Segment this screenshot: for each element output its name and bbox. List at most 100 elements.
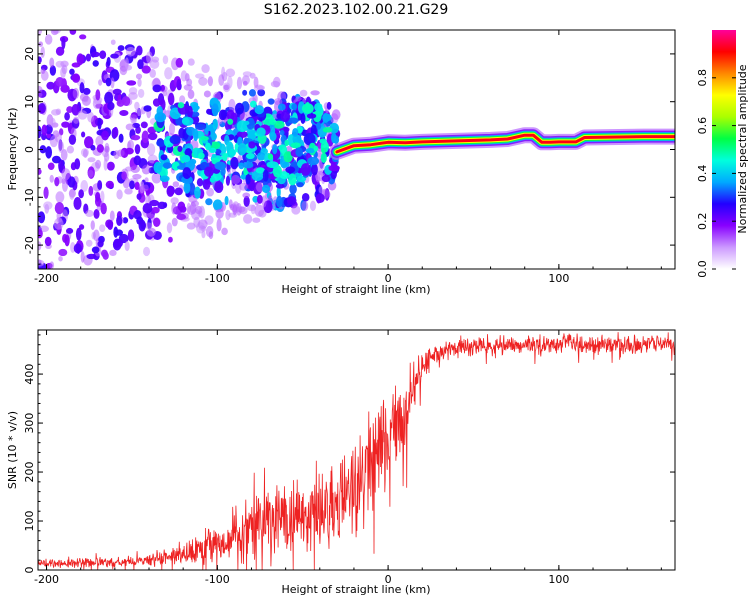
spectrogram-blob bbox=[95, 191, 101, 202]
colorbar-gradient bbox=[712, 30, 736, 269]
colorbar-tick-label: 0.4 bbox=[696, 165, 709, 183]
spectrogram-blob bbox=[192, 103, 199, 113]
spectrogram-blob bbox=[104, 91, 114, 105]
spectrogram-blob bbox=[136, 45, 143, 56]
spectrogram-blob bbox=[61, 178, 68, 192]
spectrogram-blob bbox=[85, 53, 92, 62]
spectrogram-blob bbox=[262, 184, 271, 194]
spectrogram-blob bbox=[316, 121, 322, 130]
spectrogram-blob bbox=[76, 53, 84, 66]
spectrogram-blob bbox=[236, 76, 243, 90]
spectrogram-blob bbox=[286, 196, 297, 206]
spectrogram-blob bbox=[126, 80, 137, 86]
spectrogram-blob bbox=[305, 147, 315, 154]
spectrogram-blob bbox=[320, 152, 327, 164]
spectrogram-blob bbox=[38, 241, 42, 251]
spectrogram-blob bbox=[221, 227, 228, 236]
spectrogram-blob bbox=[101, 130, 109, 141]
spectrogram-blob bbox=[146, 227, 156, 237]
spectrogram-blob bbox=[178, 127, 186, 139]
spectrogram-blob bbox=[205, 198, 213, 206]
spectrogram-blob bbox=[38, 41, 43, 47]
spectrogram-blob bbox=[207, 76, 213, 87]
spectrogram-blob bbox=[246, 204, 257, 212]
spectrogram-blob bbox=[291, 205, 301, 215]
spectrogram-blob bbox=[41, 124, 48, 136]
spectrogram-blob bbox=[72, 87, 80, 99]
spectrogram-blob bbox=[290, 142, 301, 149]
spectrogram-blob bbox=[38, 229, 43, 239]
spectrogram-blob bbox=[166, 222, 173, 234]
spectrogram-blob bbox=[147, 132, 158, 141]
spectrogram-blob bbox=[296, 175, 307, 182]
spectrogram-blob bbox=[167, 92, 175, 106]
spectrogram-blob bbox=[121, 171, 127, 181]
snr-y-tick-label: 100 bbox=[23, 511, 36, 532]
colorbar-label: Normalized spectral amplitude bbox=[736, 64, 749, 233]
spectrogram-blob bbox=[276, 195, 283, 208]
spectrogram-blob bbox=[137, 88, 145, 98]
spectrogram-blob bbox=[242, 80, 248, 86]
spectrogram-blob bbox=[179, 95, 186, 104]
spectrogram-blob bbox=[58, 128, 64, 136]
spectrogram-blob bbox=[110, 53, 119, 59]
spectrogram-blob bbox=[169, 135, 181, 145]
spectrogram-blob bbox=[319, 138, 327, 144]
spectrogram-blob bbox=[53, 218, 64, 230]
spectrogram-blob bbox=[116, 189, 123, 200]
spectrogram-blob bbox=[193, 216, 201, 228]
spectrogram-blob bbox=[55, 108, 62, 115]
spectrogram-blob bbox=[99, 224, 106, 233]
spectrogram-blob bbox=[228, 98, 236, 111]
spectrogram-blob bbox=[228, 148, 237, 157]
spectrogram-blob bbox=[116, 99, 125, 107]
spectrogram-blob bbox=[250, 100, 257, 108]
spectrogram-blob bbox=[175, 57, 184, 68]
spectrogram-blob bbox=[79, 82, 85, 94]
spectrogram-blob bbox=[99, 50, 107, 60]
spectrogram-blob bbox=[322, 127, 333, 133]
spectrogram-blob bbox=[279, 129, 285, 136]
spectrogram-blob bbox=[107, 220, 114, 231]
spectrogram-blob bbox=[97, 240, 104, 248]
spectrogram-blob bbox=[186, 78, 193, 87]
colorbar-tick-label: 0.2 bbox=[696, 212, 709, 230]
spectrogram-blob bbox=[109, 210, 115, 221]
spectrogram-blob bbox=[174, 187, 183, 196]
spectrogram-blob bbox=[216, 218, 222, 232]
spectrogram-blob bbox=[112, 88, 122, 95]
spectrogram-blob bbox=[212, 118, 218, 130]
spectrogram-blob bbox=[205, 225, 214, 238]
spectrogram-blob bbox=[256, 85, 265, 91]
spectrogram-blob bbox=[106, 56, 111, 67]
colorbar: 0.0 0.2 0.4 0.6 0.8 Normalized spectral ampl… bbox=[696, 30, 749, 278]
spectrogram-blob bbox=[38, 105, 45, 114]
spectrogram-blob bbox=[177, 145, 183, 152]
spectrogram-blob bbox=[119, 109, 129, 116]
spectrogram-blob bbox=[134, 144, 141, 155]
spectrogram-blob bbox=[305, 101, 311, 113]
spectrogram-blob bbox=[130, 165, 140, 174]
spectrogram-blob bbox=[227, 76, 233, 89]
spectrogram-blob bbox=[222, 152, 228, 162]
spectrogram-blob bbox=[292, 134, 302, 144]
spectrogram-blob bbox=[175, 117, 184, 126]
spectrogram-blob bbox=[180, 70, 188, 82]
spectrogram-blob bbox=[312, 110, 322, 123]
spectrogram-blob bbox=[90, 144, 96, 151]
snr-x-tick-label: -100 bbox=[205, 573, 230, 586]
spectrogram-blobs bbox=[38, 30, 341, 269]
spectrogram-blob bbox=[100, 202, 107, 215]
spectrogram-blob bbox=[124, 57, 129, 70]
spectrogram-trace-layer bbox=[335, 133, 675, 154]
spectrogram-blob bbox=[239, 182, 248, 191]
spectrogram-blob bbox=[284, 139, 289, 147]
spectrogram-blob bbox=[209, 177, 216, 183]
spectrogram-blob bbox=[257, 152, 266, 161]
spectrogram-blob bbox=[187, 205, 196, 215]
spectrogram-blob bbox=[116, 215, 123, 227]
spectrogram-blob bbox=[243, 120, 250, 126]
spectrogram-blob bbox=[45, 146, 53, 159]
spectrogram-blob bbox=[177, 102, 185, 109]
